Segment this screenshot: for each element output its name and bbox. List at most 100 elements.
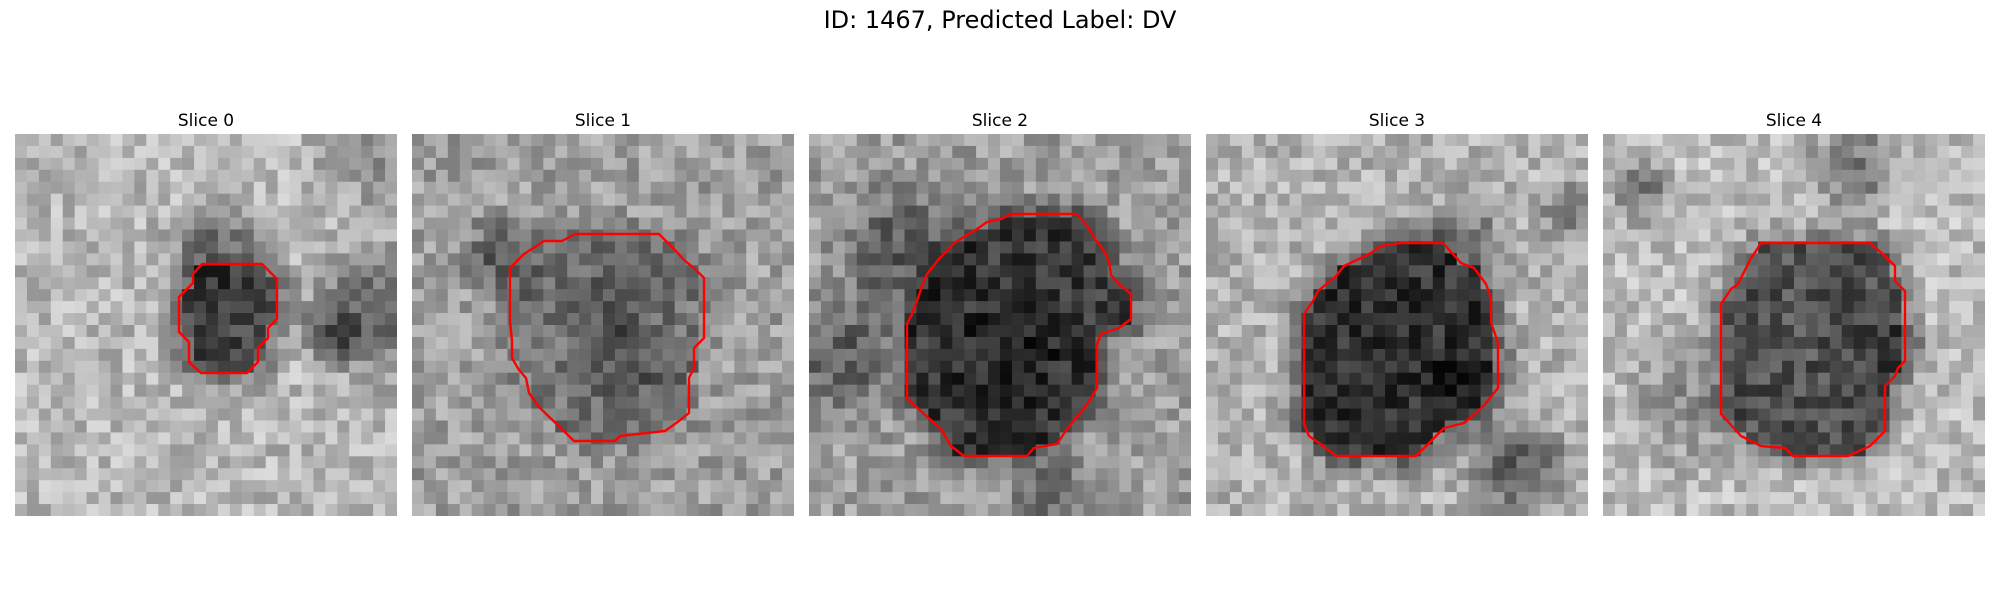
image-pixel (868, 169, 882, 183)
image-pixel (361, 157, 374, 171)
image-pixel (674, 301, 688, 314)
image-pixel (26, 480, 40, 493)
image-pixel (591, 420, 604, 434)
image-pixel (686, 313, 700, 326)
image-pixel (1289, 205, 1303, 219)
image-pixel (385, 360, 397, 374)
image-pixel (1408, 277, 1422, 290)
image-pixel (638, 253, 652, 266)
image-pixel (1949, 229, 1962, 243)
image-pixel (412, 325, 425, 338)
image-pixel (1734, 193, 1747, 207)
image-pixel (1131, 313, 1144, 326)
image-pixel (423, 325, 437, 338)
image-pixel (15, 253, 28, 266)
image-pixel (567, 157, 580, 171)
image-pixel (483, 313, 497, 326)
image-pixel (447, 289, 461, 302)
image-pixel (1143, 157, 1156, 171)
image-pixel (698, 396, 712, 410)
image-pixel (1794, 301, 1807, 314)
image-pixel (1734, 241, 1747, 254)
image-pixel (746, 420, 759, 434)
image-pixel (289, 217, 303, 231)
image-pixel (988, 253, 1001, 266)
image-pixel (734, 336, 747, 350)
image-pixel (1540, 241, 1553, 254)
image-pixel (62, 134, 76, 147)
image-pixel (170, 229, 183, 243)
image-pixel (1035, 229, 1049, 243)
image-pixel (265, 145, 279, 159)
image-pixel (519, 301, 532, 314)
image-pixel (1011, 360, 1025, 374)
image-pixel (435, 157, 449, 171)
image-pixel (1289, 134, 1303, 147)
image-pixel (722, 169, 735, 183)
image-pixel (1047, 504, 1061, 516)
image-pixel (940, 444, 953, 457)
image-pixel (1650, 372, 1664, 386)
image-pixel (412, 468, 425, 481)
image-pixel (1468, 193, 1482, 207)
image-pixel (770, 277, 783, 290)
image-pixel (412, 396, 425, 410)
image-pixel (1059, 444, 1073, 457)
image-pixel (856, 205, 870, 219)
image-pixel (856, 360, 870, 374)
image-pixel (686, 444, 700, 457)
image-pixel (603, 241, 616, 254)
image-pixel (1143, 205, 1156, 219)
image-pixel (1397, 289, 1410, 302)
image-pixel (1420, 145, 1434, 159)
image-pixel (289, 348, 303, 362)
image-pixel (1782, 325, 1795, 338)
image-pixel (1083, 492, 1097, 505)
image-pixel (591, 134, 604, 147)
image-pixel (1217, 277, 1231, 290)
image-pixel (782, 408, 794, 422)
image-pixel (86, 301, 100, 314)
image-pixel (746, 157, 759, 171)
image-pixel (1313, 181, 1326, 195)
image-pixel (1179, 205, 1191, 219)
image-pixel (385, 468, 397, 481)
image-pixel (50, 444, 64, 457)
image-pixel (1770, 265, 1783, 278)
image-pixel (86, 205, 100, 219)
image-pixel (770, 205, 783, 219)
image-pixel (1817, 289, 1831, 302)
image-pixel (1241, 313, 1255, 326)
image-pixel (1313, 157, 1326, 171)
image-pixel (1758, 289, 1771, 302)
image-pixel (820, 504, 834, 516)
image-pixel (1119, 253, 1132, 266)
image-pixel (1119, 134, 1132, 147)
image-pixel (1301, 217, 1315, 231)
image-pixel (1408, 396, 1422, 410)
image-pixel (182, 492, 195, 505)
image-pixel (1095, 360, 1109, 374)
image-pixel (253, 325, 267, 338)
image-pixel (98, 492, 112, 505)
image-pixel (62, 253, 76, 266)
image-pixel (349, 229, 362, 243)
image-pixel (1277, 432, 1291, 445)
image-pixel (217, 277, 231, 290)
image-pixel (1794, 325, 1807, 338)
image-pixel (579, 181, 592, 195)
image-pixel (1603, 301, 1616, 314)
image-pixel (1794, 408, 1807, 422)
image-pixel (98, 396, 112, 410)
image-pixel (1206, 336, 1219, 350)
image-pixel (531, 420, 544, 434)
image-pixel (626, 348, 640, 362)
image-pixel (1277, 265, 1291, 278)
image-pixel (447, 420, 461, 434)
image-pixel (471, 504, 485, 516)
image-pixel (483, 157, 497, 171)
image-pixel (567, 468, 580, 481)
image-pixel (1540, 408, 1553, 422)
image-pixel (38, 325, 52, 338)
image-pixel (940, 265, 953, 278)
